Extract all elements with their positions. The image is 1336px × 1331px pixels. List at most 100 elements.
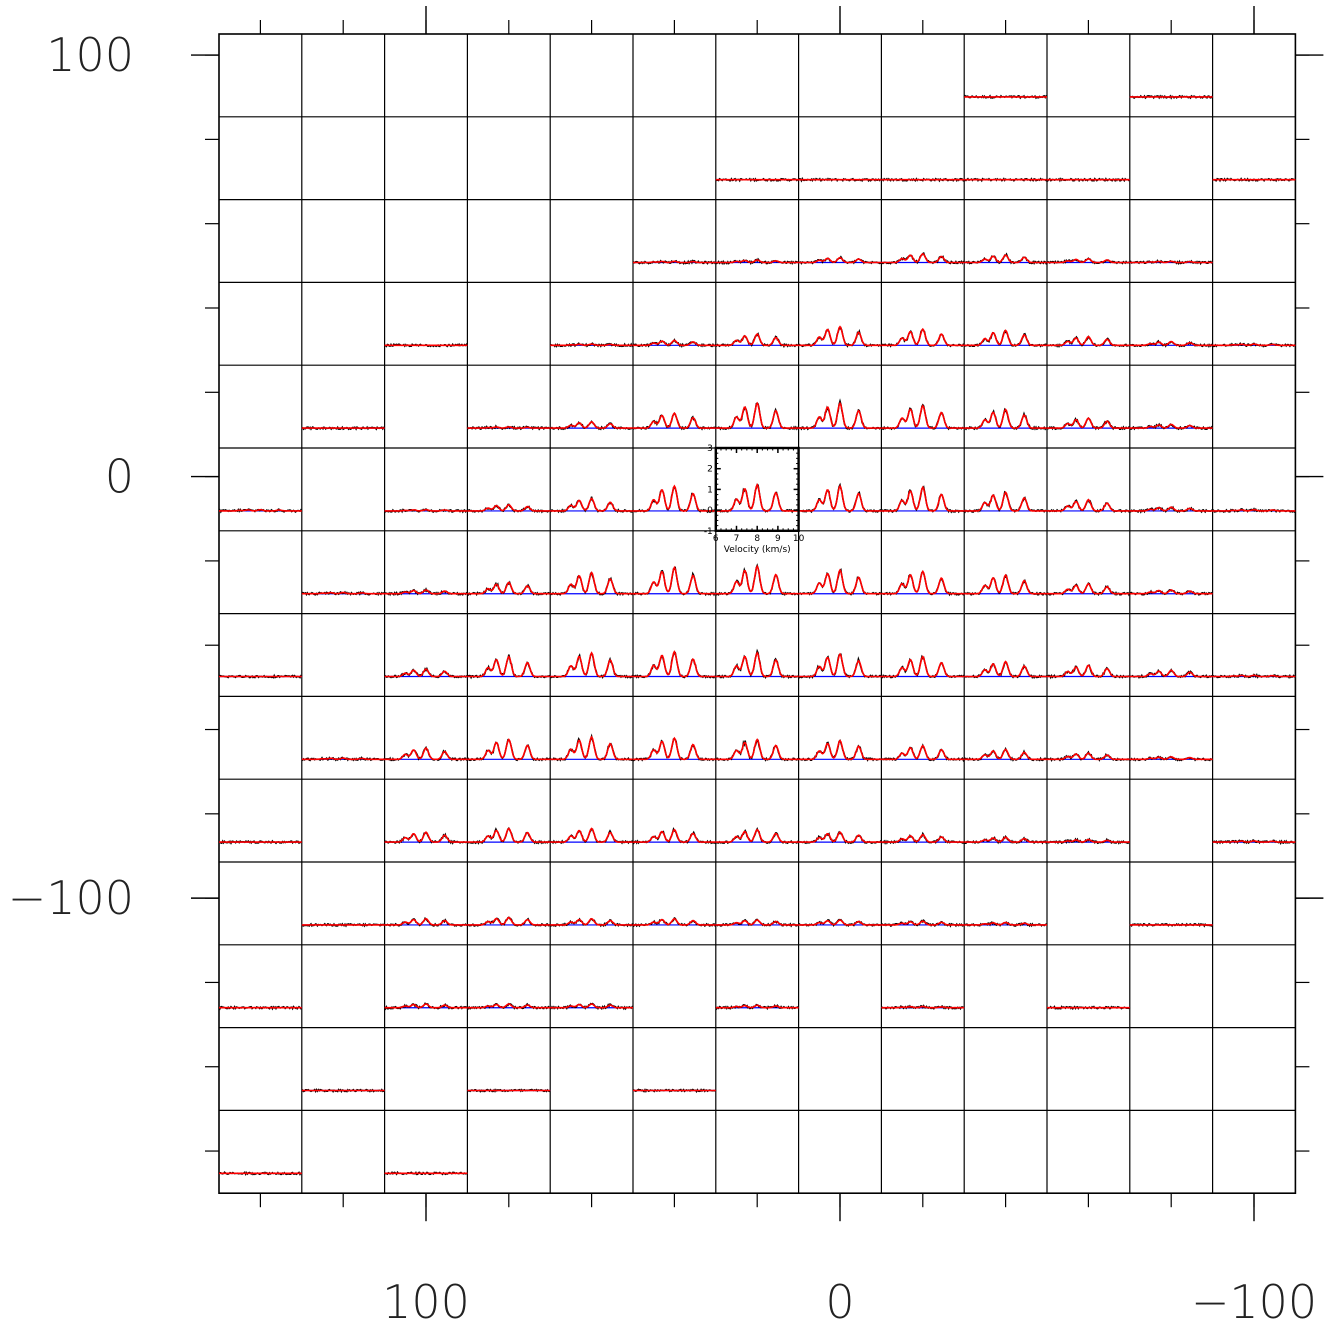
inset-y-tick-label: -1 (704, 527, 713, 537)
spectrum-cell (963, 835, 1048, 845)
spectrum-cell (880, 831, 965, 845)
spectrum-cell (632, 650, 717, 679)
spectrum-cell (218, 839, 303, 845)
inset-y-tick-label: 3 (707, 444, 713, 454)
spectrum-cell (1046, 664, 1131, 680)
observed-spectrum (798, 326, 882, 348)
fit-spectrum (1047, 664, 1130, 678)
spectrum-cell (715, 177, 799, 183)
fit-spectrum (633, 484, 716, 512)
spectrum-cell (549, 420, 634, 431)
fit-spectrum (1047, 498, 1130, 512)
observed-spectrum (632, 738, 717, 762)
spectrum-cell (384, 745, 468, 762)
spectrum-cell (1129, 922, 1214, 928)
fit-spectrum (219, 508, 302, 512)
observed-spectrum (467, 826, 551, 845)
fit-spectrum (550, 917, 633, 926)
fit-spectrum (550, 827, 633, 843)
fit-spectrum (881, 569, 965, 595)
spectra-layer (218, 94, 1297, 1177)
observed-spectrum (797, 653, 883, 679)
fit-spectrum (715, 651, 799, 678)
spectrum-cell (383, 1002, 468, 1011)
fit-spectrum (550, 421, 633, 429)
spectrum-cell (963, 94, 1048, 100)
fit-spectrum (384, 747, 468, 761)
fit-spectrum (881, 404, 965, 429)
fit-spectrum (1047, 752, 1130, 761)
spectrum-cell (798, 255, 882, 265)
spectrum-cell (384, 587, 468, 597)
inset-x-tick-label: 6 (713, 534, 719, 544)
fit-spectrum (964, 329, 1047, 347)
spectrum-cell (1129, 259, 1213, 266)
spectrum-cell (880, 177, 965, 183)
observed-spectrum (715, 563, 799, 597)
fit-spectrum (715, 401, 799, 429)
spectrum-cell (798, 482, 883, 514)
fit-spectrum (964, 490, 1047, 512)
spectrum-cell (1129, 505, 1214, 514)
observed-spectrum (880, 403, 965, 431)
spectrum-cell (632, 1088, 717, 1094)
observed-spectrum (881, 485, 965, 514)
fit-spectrum (881, 252, 965, 264)
spectrum-cell (466, 1002, 551, 1010)
fit-spectrum (798, 739, 882, 761)
fit-spectrum (798, 325, 882, 347)
fit-spectrum (798, 401, 882, 429)
spectrum-cell (798, 830, 883, 845)
fit-spectrum (964, 573, 1047, 595)
observed-spectrum (715, 648, 799, 680)
fit-spectrum (881, 327, 965, 347)
spectrum-cell (798, 568, 882, 596)
observed-spectrum (632, 650, 717, 679)
spectrum-cell (550, 342, 634, 348)
spectrum-cell (384, 666, 468, 679)
fit-spectrum (715, 483, 799, 512)
spectrum-cell (964, 252, 1048, 265)
fit-spectrum (633, 339, 716, 347)
spectrum-cell (301, 756, 385, 762)
observed-spectrum (549, 571, 634, 597)
fit-spectrum (715, 333, 799, 347)
spectrum-cell (1129, 339, 1213, 349)
spectrum-cell (798, 325, 882, 348)
fit-spectrum (881, 920, 965, 926)
fit-spectrum (384, 589, 468, 595)
spectrum-cell (301, 425, 385, 431)
fit-spectrum (1129, 423, 1213, 429)
fit-spectrum (467, 503, 551, 512)
spectrum-cell (632, 484, 716, 514)
spectrum-cell (1046, 177, 1131, 183)
fit-spectrum (633, 565, 716, 595)
spectrum-cell (880, 1004, 965, 1011)
fit-spectrum (467, 827, 551, 843)
fit-spectrum (798, 484, 882, 512)
spectrum-cell (1046, 335, 1131, 348)
fit-spectrum (550, 651, 633, 678)
fit-spectrum (633, 828, 716, 843)
fit-spectrum (964, 748, 1047, 761)
spectrum-cell (384, 1170, 468, 1176)
fit-spectrum (798, 568, 882, 595)
spectrum-cell (1129, 668, 1213, 680)
spectrum-cell (218, 508, 303, 514)
fit-spectrum (881, 744, 965, 761)
spectrum-cell (549, 496, 634, 514)
spectrum-cell (218, 1005, 303, 1011)
observed-spectrum (880, 328, 965, 348)
spectrum-cell (466, 738, 551, 762)
observed-spectrum (549, 828, 634, 845)
fit-spectrum (1212, 840, 1296, 843)
y-tick-label: 100 (46, 28, 134, 82)
fit-spectrum (384, 831, 468, 843)
inset-y-tick-label: 0 (707, 506, 713, 516)
observed-spectrum (715, 331, 799, 349)
observed-spectrum (549, 653, 634, 679)
spectrum-cell (715, 648, 799, 680)
grid-lines (218, 33, 1297, 1194)
fit-spectrum (467, 1003, 551, 1009)
